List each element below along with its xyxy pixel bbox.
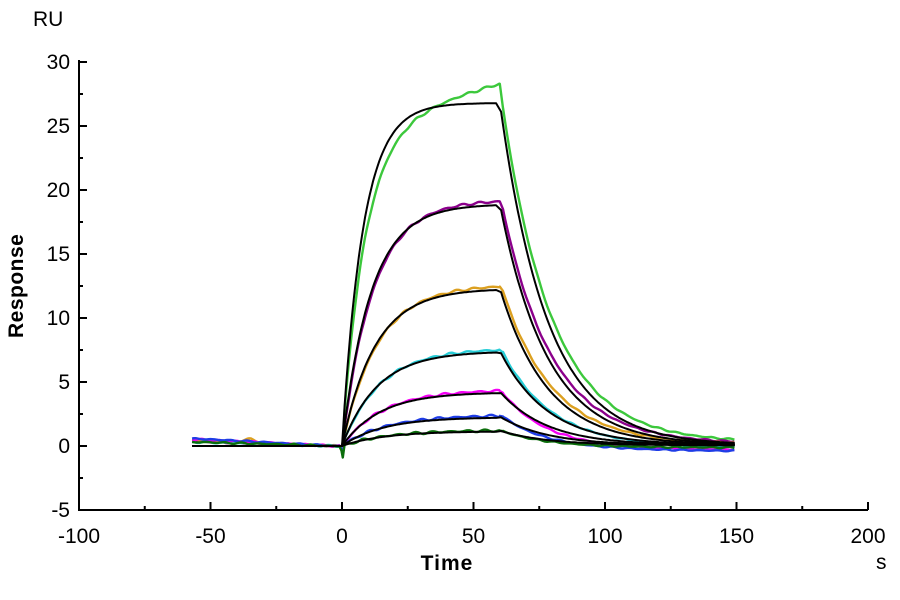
y-axis-unit-label: RU	[33, 8, 64, 31]
curve-purple-fit	[192, 204, 735, 447]
y-tick-label: 20	[47, 179, 70, 202]
curve-purple-data	[192, 199, 735, 455]
curve-darkgreen-fit	[192, 430, 735, 447]
y-tick-label: 15	[47, 243, 70, 266]
curve-green-data	[191, 82, 735, 457]
x-axis-unit-label: s	[876, 551, 887, 574]
y-tick-label: -5	[51, 499, 70, 522]
y-tick-label: 30	[47, 51, 70, 74]
x-tick-label: 0	[336, 525, 348, 548]
x-axis-title: Time	[420, 552, 474, 575]
y-tick-label: 25	[47, 115, 70, 138]
y-tick-label: 0	[58, 435, 70, 458]
y-tick-label: 5	[58, 371, 70, 394]
curve-orange-fit	[192, 289, 735, 447]
x-tick-label: -100	[58, 525, 100, 548]
curve-orange-data	[191, 285, 735, 455]
x-tick-label: -50	[195, 525, 225, 548]
x-tick-label: 100	[587, 525, 622, 548]
x-tick-label: 150	[719, 525, 754, 548]
x-tick-label: 50	[462, 525, 485, 548]
x-tick-label: 200	[850, 525, 885, 548]
curve-cyan-fit	[192, 351, 735, 447]
y-axis-title: Response	[5, 233, 28, 339]
y-tick-label: 10	[47, 307, 70, 330]
curve-green-fit	[192, 102, 735, 447]
